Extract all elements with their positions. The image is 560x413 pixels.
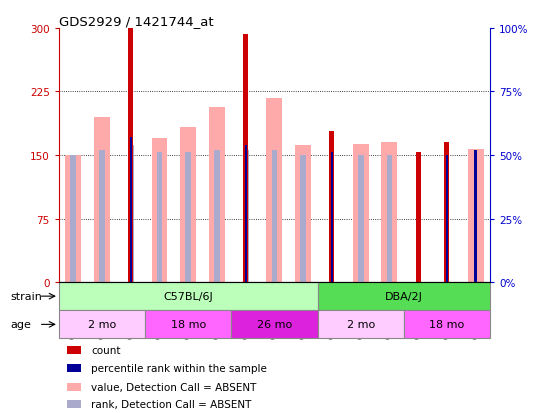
Text: strain: strain bbox=[10, 292, 42, 301]
Bar bbox=[94, 118, 110, 282]
Bar bbox=[318, 311, 404, 339]
Bar bbox=[272, 151, 277, 282]
Bar bbox=[386, 156, 392, 282]
Text: rank, Detection Call = ABSENT: rank, Detection Call = ABSENT bbox=[91, 399, 251, 409]
Text: age: age bbox=[10, 320, 31, 330]
Bar bbox=[67, 383, 81, 391]
Bar bbox=[353, 145, 368, 282]
Bar bbox=[99, 151, 105, 282]
Bar bbox=[185, 153, 191, 282]
Bar bbox=[243, 151, 249, 282]
Text: 18 mo: 18 mo bbox=[171, 320, 206, 330]
Bar bbox=[295, 145, 311, 282]
Bar bbox=[404, 311, 490, 339]
Bar bbox=[145, 311, 231, 339]
Text: 2 mo: 2 mo bbox=[347, 320, 375, 330]
Bar bbox=[231, 311, 318, 339]
Bar bbox=[59, 282, 318, 311]
Bar bbox=[67, 346, 81, 354]
Bar bbox=[66, 156, 81, 282]
Bar bbox=[245, 145, 247, 282]
Text: count: count bbox=[91, 345, 120, 355]
Bar bbox=[67, 400, 81, 408]
Bar bbox=[157, 153, 162, 282]
Bar bbox=[267, 99, 282, 282]
Bar bbox=[318, 282, 490, 311]
Bar bbox=[446, 156, 448, 282]
Bar bbox=[331, 153, 333, 282]
Bar bbox=[416, 153, 421, 282]
Text: value, Detection Call = ABSENT: value, Detection Call = ABSENT bbox=[91, 382, 256, 392]
Bar bbox=[128, 145, 133, 282]
Bar bbox=[152, 139, 167, 282]
Text: 18 mo: 18 mo bbox=[430, 320, 464, 330]
Bar bbox=[468, 150, 483, 282]
Bar bbox=[474, 151, 477, 282]
Text: 2 mo: 2 mo bbox=[88, 320, 116, 330]
Bar bbox=[209, 107, 225, 282]
Bar bbox=[67, 364, 81, 373]
Bar bbox=[329, 132, 334, 282]
Bar bbox=[180, 128, 196, 282]
Text: percentile rank within the sample: percentile rank within the sample bbox=[91, 363, 267, 373]
Bar bbox=[300, 156, 306, 282]
Bar bbox=[214, 151, 220, 282]
Text: 26 mo: 26 mo bbox=[257, 320, 292, 330]
Bar bbox=[71, 156, 76, 282]
Bar bbox=[128, 29, 133, 282]
Bar bbox=[444, 143, 450, 282]
Bar bbox=[59, 311, 145, 339]
Bar bbox=[358, 156, 363, 282]
Bar bbox=[381, 143, 397, 282]
Bar bbox=[129, 138, 132, 282]
Text: GDS2929 / 1421744_at: GDS2929 / 1421744_at bbox=[59, 15, 213, 28]
Text: C57BL/6J: C57BL/6J bbox=[164, 292, 213, 301]
Text: DBA/2J: DBA/2J bbox=[385, 292, 423, 301]
Bar bbox=[243, 35, 248, 282]
